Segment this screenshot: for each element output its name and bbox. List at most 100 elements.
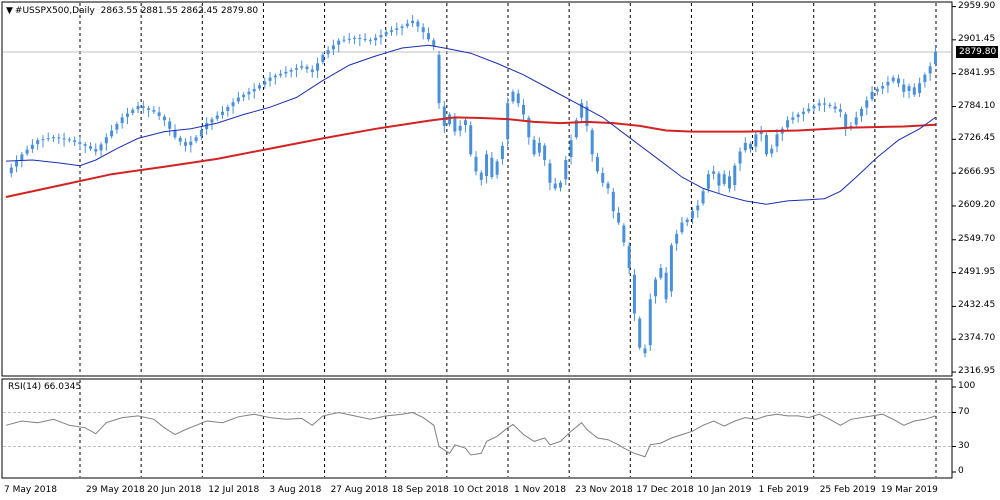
candle-body bbox=[205, 123, 209, 130]
candle-body bbox=[379, 34, 383, 38]
candle-body bbox=[242, 94, 246, 98]
date-tick-label: 29 May 2018 bbox=[86, 485, 145, 495]
date-tick-label: 7 May 2018 bbox=[4, 485, 57, 495]
candle-body bbox=[918, 83, 922, 93]
candle-body bbox=[696, 205, 700, 211]
slow-moving-average-line bbox=[5, 116, 936, 198]
candle-body bbox=[252, 88, 256, 92]
candle-body bbox=[284, 71, 288, 74]
candle-body bbox=[210, 119, 214, 123]
candle-body bbox=[875, 88, 879, 92]
candle-body bbox=[558, 182, 562, 188]
price-tick-label: 2374.70 bbox=[958, 333, 996, 344]
candle-body bbox=[595, 156, 599, 172]
candle-body bbox=[532, 139, 536, 155]
candle-body bbox=[400, 26, 404, 29]
price-tick-label: 2491.95 bbox=[958, 266, 996, 277]
candle-body bbox=[823, 103, 827, 105]
candle-body bbox=[305, 66, 309, 70]
candle-body bbox=[706, 174, 710, 189]
price-tick-label: 2959.90 bbox=[958, 0, 996, 11]
candle-body bbox=[279, 73, 283, 76]
candle-body bbox=[611, 191, 615, 212]
price-tick-label: 2784.10 bbox=[958, 100, 996, 111]
candle-body bbox=[52, 137, 56, 139]
rsi-line bbox=[5, 411, 936, 458]
candle-body bbox=[273, 75, 277, 78]
candle-body bbox=[627, 246, 631, 269]
candle-body bbox=[358, 37, 362, 39]
candle-body bbox=[342, 39, 346, 41]
candle-body bbox=[886, 81, 890, 86]
candle-body bbox=[300, 66, 304, 68]
candle-body bbox=[685, 219, 689, 223]
candle-body bbox=[669, 245, 673, 292]
candle-body bbox=[896, 78, 900, 84]
candle-body bbox=[110, 130, 114, 137]
date-tick-label: 10 Oct 2018 bbox=[452, 485, 509, 495]
candle-body bbox=[912, 87, 916, 95]
candle-body bbox=[485, 154, 489, 177]
candle-body bbox=[30, 144, 34, 149]
candle-body bbox=[67, 139, 71, 141]
candle-body bbox=[807, 108, 811, 112]
candle-body bbox=[395, 28, 399, 30]
candle-body bbox=[294, 68, 298, 70]
candle-body bbox=[384, 32, 388, 35]
candle-body bbox=[136, 106, 140, 110]
price-tick-label: 2901.45 bbox=[958, 33, 996, 44]
candle-body bbox=[717, 173, 721, 186]
candle-body bbox=[643, 348, 647, 354]
candle-body bbox=[199, 130, 203, 137]
candle-body bbox=[416, 21, 420, 27]
candle-body bbox=[786, 120, 790, 128]
candle-body bbox=[374, 37, 378, 41]
rsi-tick-label: 100 bbox=[958, 381, 976, 391]
candle-body bbox=[157, 112, 161, 116]
date-tick-label: 1 Nov 2018 bbox=[514, 485, 566, 495]
candle-body bbox=[9, 167, 13, 174]
candle-body bbox=[474, 156, 478, 172]
candle-body bbox=[268, 77, 272, 81]
dropdown-arrow-icon[interactable]: ▼ bbox=[6, 6, 13, 16]
symbol-title: #USSPX500,Daily bbox=[14, 6, 95, 16]
candle-body bbox=[94, 149, 98, 152]
candle-body bbox=[432, 40, 436, 47]
candle-body bbox=[57, 137, 61, 139]
candle-body bbox=[691, 211, 695, 219]
candle-body bbox=[527, 117, 531, 138]
candle-body bbox=[548, 163, 552, 183]
candle-body bbox=[617, 212, 621, 223]
candle-body bbox=[775, 134, 779, 147]
candle-body bbox=[347, 38, 351, 40]
candle-body bbox=[20, 154, 24, 160]
candle-body bbox=[537, 142, 541, 153]
candle-body bbox=[141, 106, 145, 108]
candle-body bbox=[516, 93, 520, 104]
candle-body bbox=[511, 91, 515, 102]
candle-body bbox=[411, 20, 415, 24]
candle-body bbox=[231, 102, 235, 107]
candle-body bbox=[458, 125, 462, 131]
candle-body bbox=[828, 104, 832, 107]
candle-body bbox=[590, 130, 594, 155]
candle-body bbox=[316, 63, 320, 71]
candle-body bbox=[585, 106, 589, 126]
candle-body bbox=[257, 85, 261, 89]
main-plot-frame bbox=[1, 1, 953, 377]
candle-body bbox=[226, 106, 230, 111]
candle-body bbox=[463, 120, 467, 126]
candle-body bbox=[405, 23, 409, 27]
candle-body bbox=[654, 279, 658, 297]
candle-body bbox=[632, 274, 636, 314]
candle-body bbox=[860, 108, 864, 117]
date-tick-label: 23 Nov 2018 bbox=[575, 485, 633, 495]
candle-body bbox=[152, 110, 156, 112]
candle-body bbox=[722, 174, 726, 184]
candle-body bbox=[569, 140, 573, 158]
candle-body bbox=[664, 272, 668, 300]
candle-body bbox=[321, 54, 325, 63]
candle-body bbox=[727, 176, 731, 189]
candle-body bbox=[881, 86, 885, 89]
